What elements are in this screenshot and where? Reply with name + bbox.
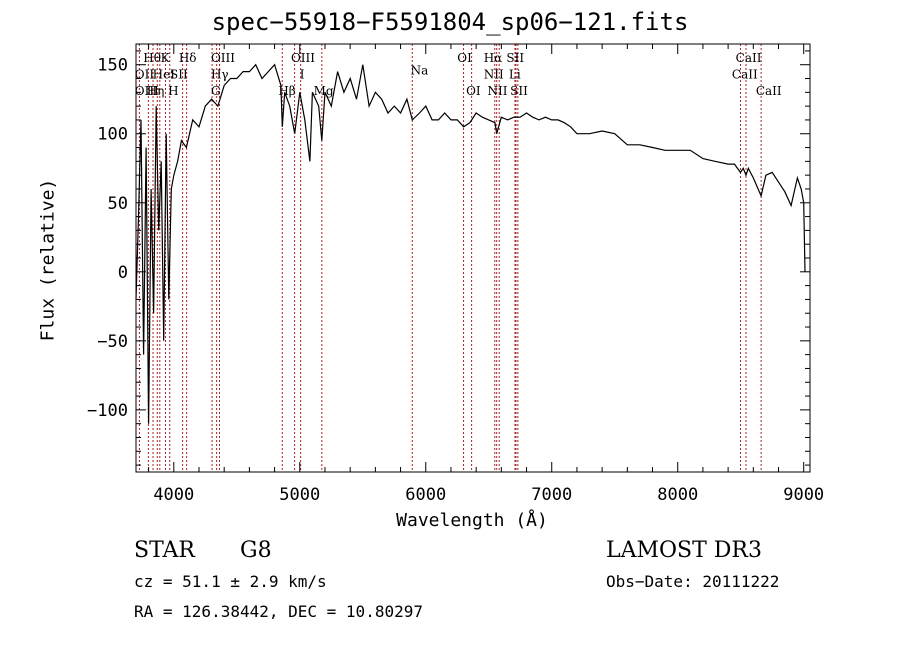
x-tick-label: 6000: [405, 485, 446, 505]
x-tick-label: 8000: [657, 485, 698, 505]
line-label: Hβ: [278, 84, 295, 98]
line-label: Li: [509, 68, 521, 82]
line-label: Hα: [484, 51, 503, 65]
redshift-readout: cz = 51.1 ± 2.9 km/s: [134, 572, 327, 591]
line-label: Mg: [314, 84, 334, 98]
x-axis-label: Wavelength (Å): [396, 510, 548, 531]
x-tick-label: 4000: [153, 485, 194, 505]
line-label: SII: [506, 51, 524, 65]
observation-date: Obs−Date: 20111222: [606, 572, 780, 591]
line-label: NII: [487, 84, 507, 98]
object-subclass: G8: [240, 538, 272, 563]
x-tick-label: 9000: [783, 485, 824, 505]
y-tick-label: 0: [118, 263, 128, 283]
line-label: G: [211, 84, 221, 98]
line-label: I: [300, 68, 305, 82]
y-tick-label: 150: [97, 56, 128, 76]
line-label: H: [168, 84, 178, 98]
line-label: Na: [411, 63, 429, 77]
line-label: SII: [170, 68, 188, 82]
line-label: SII: [510, 84, 528, 98]
line-label: Hγ: [211, 68, 229, 82]
line-label: OI: [457, 51, 472, 65]
line-label: HeI: [153, 68, 176, 82]
y-tick-label: −50: [97, 332, 128, 352]
x-tick-label: 5000: [279, 485, 320, 505]
spectrum-series-line: [135, 63, 806, 424]
line-label: CaII: [732, 68, 758, 82]
chart-title: spec−55918−F5591804_sp06−121.fits: [211, 8, 689, 36]
object-class: STAR: [134, 538, 195, 563]
coordinates-readout: RA = 126.38442, DEC = 10.80297: [134, 602, 423, 621]
y-tick-label: 100: [97, 125, 128, 145]
line-label: Hθ: [143, 51, 161, 65]
line-label: OIII: [291, 51, 315, 65]
line-label: OIII: [211, 51, 235, 65]
line-label: CaII: [756, 84, 782, 98]
line-label: NII: [484, 68, 504, 82]
line-label: OII: [135, 68, 155, 82]
line-label: CaII: [736, 51, 762, 65]
plot-frame: [135, 43, 811, 473]
y-tick-label: −100: [87, 401, 128, 421]
y-axis-label: Flux (relative): [37, 178, 59, 342]
line-label: K: [161, 51, 171, 65]
line-label: Hδ: [179, 51, 197, 65]
line-label: OI: [466, 84, 481, 98]
y-tick-label: 50: [108, 194, 128, 214]
line-label: OIII: [135, 84, 159, 98]
survey-name: LAMOST DR3: [606, 538, 762, 563]
x-tick-label: 7000: [531, 485, 572, 505]
line-label: Hη: [147, 84, 165, 98]
